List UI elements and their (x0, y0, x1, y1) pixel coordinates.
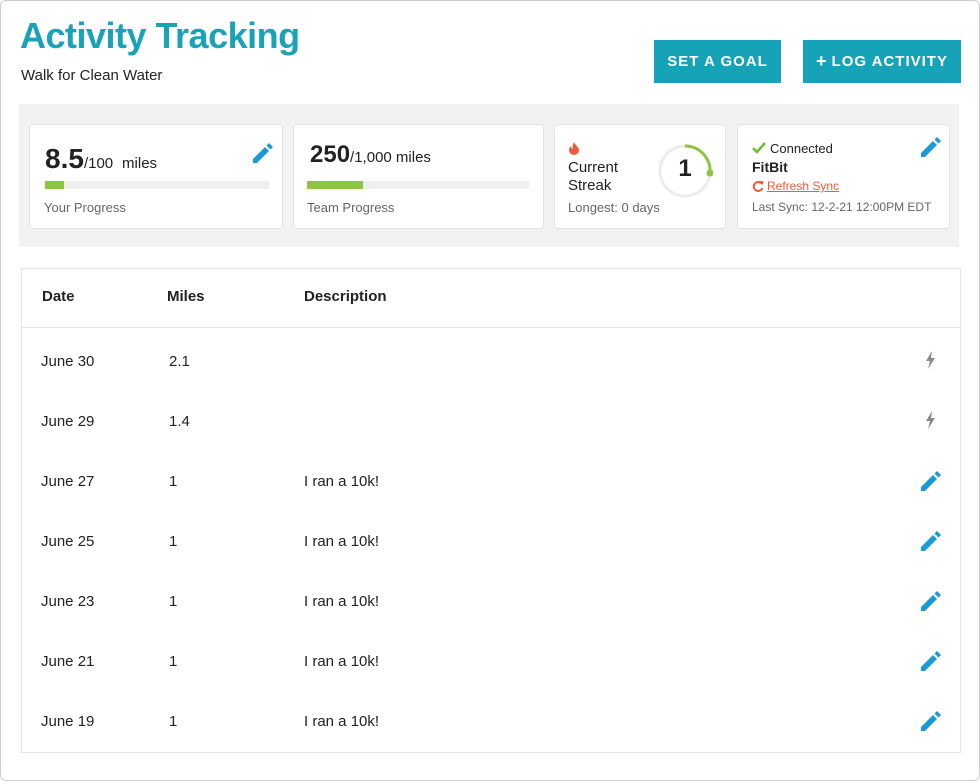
activity-table (21, 268, 961, 753)
row-description: I ran a 10k! (304, 473, 380, 490)
page-subtitle: Walk for Clean Water (21, 67, 163, 84)
streak-label: Current Streak (568, 159, 619, 194)
log-activity-button[interactable]: + LOG ACTIVITY (803, 40, 961, 83)
device-name: FitBit (752, 159, 788, 175)
row-description: I ran a 10k! (304, 713, 380, 730)
progress-track (45, 181, 269, 189)
last-sync: Last Sync: 12-2-21 12:00PM EDT (752, 200, 932, 214)
set-goal-button[interactable]: SET A GOAL (654, 40, 781, 83)
progress-text: 8.5/100 miles (45, 143, 157, 175)
streak-longest: Longest: 0 days (568, 200, 660, 215)
progress-value: 8.5 (45, 143, 84, 174)
row-date: June 30 (41, 353, 95, 370)
your-progress-card: 8.5/100 miles Your Progress (29, 124, 283, 229)
progress-text: 250/1,000 miles (310, 141, 431, 169)
progress-bar (307, 181, 363, 189)
progress-track (307, 181, 529, 189)
row-miles: 1 (169, 533, 178, 550)
header-divider (22, 327, 960, 328)
row-miles: 1 (169, 653, 178, 670)
progress-goal: /1,000 miles (350, 149, 431, 166)
row-date: June 21 (41, 653, 95, 670)
row-date: June 29 (41, 413, 95, 430)
sync-icon (923, 409, 939, 435)
streak-value: 1 (678, 155, 692, 182)
row-miles: 1 (169, 593, 178, 610)
button-label: LOG ACTIVITY (831, 53, 948, 70)
row-description: I ran a 10k! (304, 593, 380, 610)
edit-icon[interactable] (919, 135, 943, 159)
progress-label: Your Progress (44, 200, 126, 215)
row-miles: 1 (169, 473, 178, 490)
edit-icon[interactable] (919, 709, 943, 737)
row-description: I ran a 10k! (304, 653, 380, 670)
row-miles: 1.4 (169, 413, 190, 430)
row-date: June 25 (41, 533, 95, 550)
edit-icon[interactable] (919, 589, 943, 617)
row-miles: 1 (169, 713, 178, 730)
progress-label: Team Progress (307, 200, 395, 215)
row-miles: 2.1 (169, 353, 190, 370)
progress-bar (45, 181, 65, 189)
refresh-icon (752, 181, 764, 192)
row-date: June 19 (41, 713, 95, 730)
row-date: June 27 (41, 473, 95, 490)
row-date: June 23 (41, 593, 95, 610)
edit-icon[interactable] (919, 649, 943, 677)
check-icon (752, 142, 766, 154)
progress-unit: miles (122, 155, 158, 172)
streak-ring (658, 144, 713, 198)
column-header: Miles (167, 288, 205, 305)
device-card: Connected FitBit Refresh Sync Last Sync:… (737, 124, 950, 229)
refresh-sync-link[interactable]: Refresh Sync (767, 179, 840, 193)
sync-icon (923, 349, 939, 375)
plus-icon: + (816, 51, 828, 71)
streak-card: Current Streak 1 Longest: 0 days (554, 124, 726, 229)
edit-icon[interactable] (919, 469, 943, 497)
device-status: Connected (770, 141, 833, 156)
flame-icon (569, 142, 579, 155)
column-header: Description (304, 288, 387, 305)
button-label: SET A GOAL (667, 53, 768, 70)
page-title: Activity Tracking (20, 15, 300, 56)
progress-goal: /100 (83, 155, 114, 172)
progress-value: 250 (310, 141, 351, 168)
edit-icon[interactable] (251, 141, 275, 165)
edit-icon[interactable] (919, 529, 943, 557)
team-progress-card: 250/1,000 miles Team Progress (293, 124, 544, 229)
column-header: Date (42, 288, 75, 305)
row-description: I ran a 10k! (304, 533, 380, 550)
